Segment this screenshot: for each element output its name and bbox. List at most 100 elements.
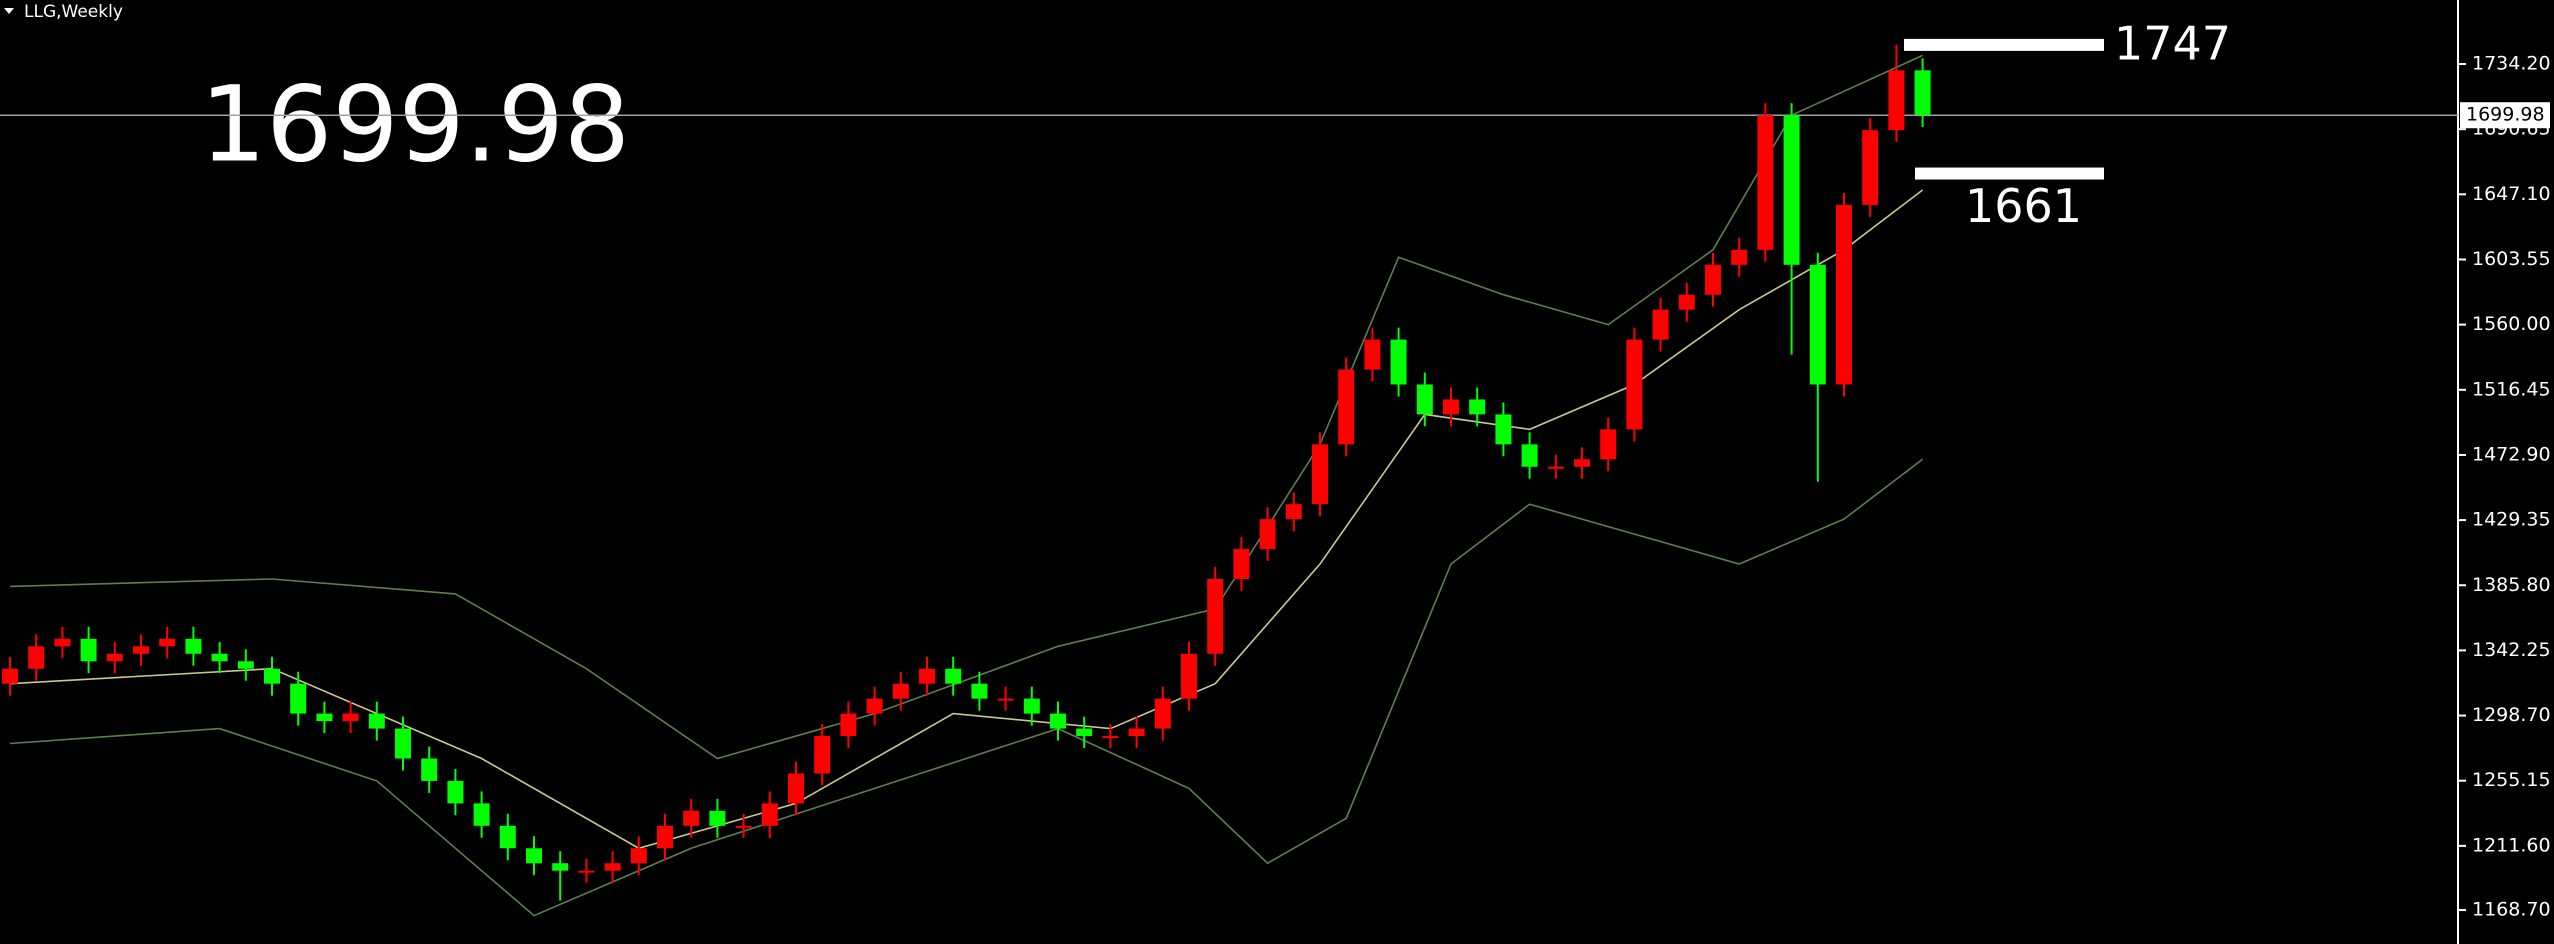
candle-body [1364,339,1381,370]
candle-body [1390,339,1407,385]
y-tick-label: 1255.15 [2472,769,2551,791]
candle-body [1443,399,1459,415]
candle-body [919,668,935,684]
candle-body [1547,466,1564,469]
candle-body [1312,444,1328,505]
y-tick-label: 1342.25 [2472,639,2551,661]
candle-body [1233,549,1250,579]
y-tick-label: 1560.00 [2472,313,2551,335]
candle-body [1259,519,1276,550]
y-tick-label: 1168.70 [2472,899,2551,921]
candle-body [211,653,228,662]
y-tick-label: 1385.80 [2472,574,2551,596]
candle-body [421,758,438,781]
candle-body [526,848,542,864]
candle-body [447,780,464,804]
candle-body [1521,444,1538,467]
y-tick-label: 1472.90 [2472,443,2551,465]
candle-body [1862,130,1879,205]
y-tick-label: 1647.10 [2472,183,2551,205]
candle-body [1678,294,1695,310]
candle-body [814,736,831,774]
candle-body [1023,698,1040,714]
candle-body [290,683,307,714]
y-tick-label: 1429.35 [2472,509,2551,531]
candle-body [1338,369,1355,445]
candle-body [28,646,45,669]
candle-body [1652,309,1669,340]
candle-body [1731,249,1748,265]
candle-body [80,638,97,662]
candle-body [657,825,673,849]
candle-body [1128,728,1145,737]
y-tick-label: 1734.20 [2472,53,2551,75]
candle-body [1705,264,1721,295]
candle-body [1888,70,1905,131]
y-tick-label: 1603.55 [2472,248,2551,270]
candle-body [1914,70,1931,116]
candle-body [578,870,595,873]
candle-body [473,803,490,826]
candle-body [840,713,857,737]
y-tick-label: 1211.60 [2472,834,2551,856]
last-price-box [2460,102,2550,129]
candle-body [237,661,254,669]
candle-body [735,825,752,828]
level-label: 1747 [2114,16,2231,70]
candle-body [395,728,411,759]
last-price-label: 1699.98 [2466,104,2545,126]
level-bar [1904,38,2104,51]
candle-body [1050,713,1066,729]
candle-body [1076,728,1093,737]
candle-body [1836,204,1852,385]
candle-body [264,668,280,684]
candle-body [709,810,726,826]
candle-body [892,683,909,699]
y-tick-label: 1298.70 [2472,704,2551,726]
candle-body [2,668,18,684]
candle-body [1600,429,1617,460]
candle-body [499,825,516,849]
candle-body [342,713,359,722]
level-label: 1661 [1965,179,2082,233]
candle-body [945,668,962,684]
candle-body [1757,115,1774,250]
candle-body [1181,653,1197,699]
candle-body [54,638,71,647]
indicator-line [9,458,1924,917]
candle-body [1416,384,1433,415]
candle-body [997,698,1014,701]
candle-body [1574,459,1590,467]
level-bar [1915,167,2104,180]
candle-body [788,773,804,804]
candle-body [1102,736,1119,739]
headline-price: 1699.98 [200,63,630,185]
candle-body [1809,264,1826,385]
candle-body [1495,414,1512,445]
candle-body [1285,504,1302,520]
candle-body [866,698,883,714]
candle-body [971,683,988,699]
candle-body [185,638,202,654]
candle-body [552,863,569,871]
candle-body [1783,115,1800,265]
indicator-line [9,189,1924,850]
candle-body [316,713,333,722]
candle-body [1469,399,1486,415]
candle-body [1626,339,1643,430]
candle-body [1154,698,1171,729]
candle-body [368,713,385,729]
menu-arrow[interactable] [4,8,14,14]
candle-body [683,810,700,826]
chart-title: LLG,Weekly [24,2,123,22]
candle-body [106,653,123,662]
candle-body [159,638,176,647]
candle-body [604,863,621,871]
y-tick-label: 1516.45 [2472,378,2551,400]
candle-body [1207,578,1224,654]
candle-body [133,646,149,654]
candle-body [761,803,778,826]
candle-body [630,848,647,864]
